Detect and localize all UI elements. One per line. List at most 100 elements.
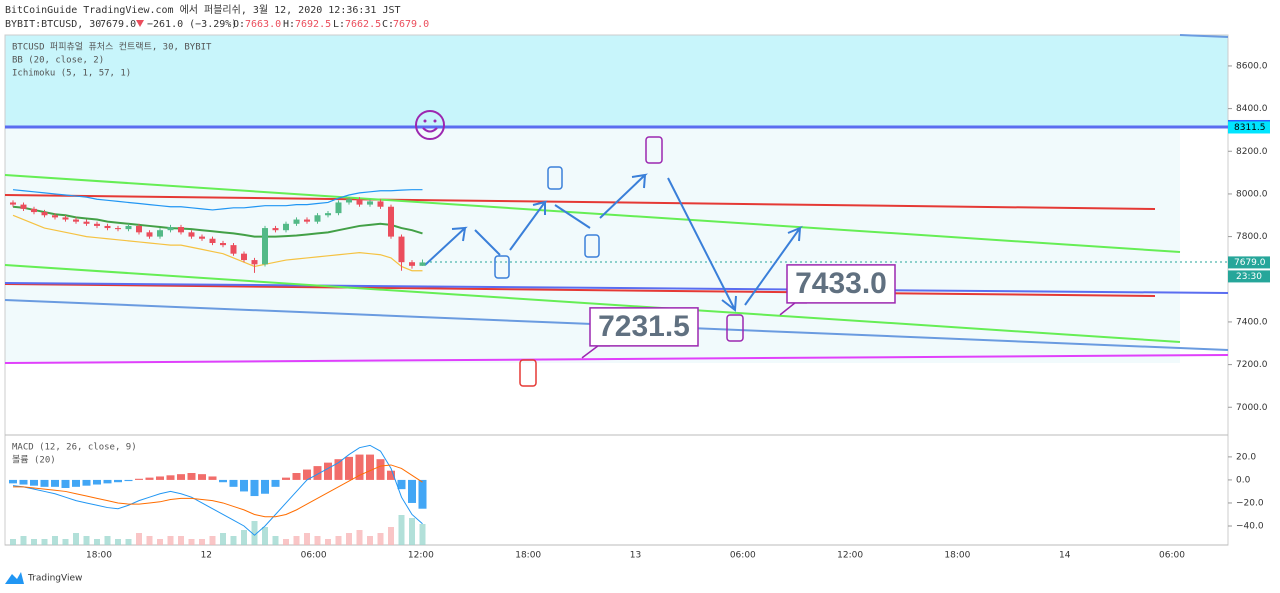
legend-entry: BB (20, close, 2) bbox=[12, 56, 104, 66]
histogram-bar bbox=[303, 469, 311, 480]
legend-entry: MACD (12, 26, close, 9) bbox=[12, 443, 137, 453]
annotation-box bbox=[786, 264, 896, 304]
line bbox=[12, 205, 423, 238]
volume-bar bbox=[20, 536, 27, 545]
volume-bar bbox=[220, 533, 226, 545]
volume-bar bbox=[388, 527, 394, 545]
candle-body bbox=[10, 202, 16, 205]
candle-body bbox=[283, 223, 289, 231]
symbol-row: BYBIT:BTCUSD, 30 7679.0 −261.0 (−3.29%) … bbox=[5, 19, 429, 30]
candle-body bbox=[94, 223, 100, 226]
histogram-bar bbox=[19, 479, 28, 485]
volume-bar bbox=[178, 536, 184, 545]
y-tick-label: 20.0 bbox=[1236, 452, 1256, 462]
histogram-bar bbox=[324, 462, 332, 480]
hand bbox=[547, 166, 563, 190]
y-tick-label: 7800.0 bbox=[1236, 232, 1268, 242]
volume-bar bbox=[10, 539, 16, 545]
smiley-eye bbox=[433, 119, 437, 123]
smiley-mouth bbox=[422, 127, 438, 133]
zone-top bbox=[5, 35, 1228, 127]
volume-bar bbox=[346, 533, 352, 545]
candle-body bbox=[199, 236, 205, 239]
hands bbox=[494, 136, 744, 387]
histogram-bar bbox=[219, 479, 227, 483]
o-label: O: bbox=[233, 19, 245, 30]
candle-body bbox=[272, 228, 279, 231]
volume-bar bbox=[293, 536, 300, 545]
histogram-bar bbox=[418, 479, 427, 509]
candle-body bbox=[146, 232, 153, 237]
hand bbox=[584, 234, 600, 258]
volume-bar bbox=[230, 536, 237, 545]
logo bbox=[5, 572, 24, 584]
trend-line bbox=[1179, 34, 1229, 38]
volume-bar bbox=[62, 539, 69, 545]
candle-body bbox=[157, 230, 163, 237]
h: 7692.5 bbox=[295, 19, 331, 30]
volume-bar bbox=[52, 536, 58, 545]
candle-body bbox=[31, 208, 37, 213]
hand bbox=[645, 136, 663, 164]
y-tick-label: −40.0 bbox=[1236, 521, 1264, 531]
histogram-bar bbox=[30, 479, 38, 486]
histogram-bar bbox=[313, 466, 322, 480]
histogram-bar bbox=[376, 459, 385, 480]
histogram-bar bbox=[355, 454, 364, 480]
candle-body bbox=[230, 245, 237, 254]
volume-bar bbox=[398, 515, 405, 545]
publisher: BitCoinGuide TradingView.com 에서 퍼블리쉬, 3월… bbox=[5, 4, 401, 16]
histogram-bar bbox=[261, 479, 269, 494]
y-tick-label: 8200.0 bbox=[1236, 147, 1268, 157]
x-tick-label: 12 bbox=[201, 551, 212, 561]
candle-body bbox=[409, 262, 415, 266]
candle-body bbox=[398, 236, 405, 263]
histogram-bar bbox=[408, 479, 416, 503]
volume-bar bbox=[367, 536, 373, 545]
volume-bar bbox=[283, 539, 289, 545]
histogram-bar bbox=[51, 479, 59, 487]
candle-body bbox=[136, 225, 142, 233]
histogram-bar bbox=[397, 479, 406, 490]
histogram-bar bbox=[9, 479, 17, 484]
volume-bar bbox=[104, 536, 111, 545]
candle-body bbox=[241, 253, 247, 261]
x-tick-label: 13 bbox=[630, 551, 641, 561]
volume-bar bbox=[356, 530, 363, 545]
histogram-bar bbox=[208, 476, 217, 480]
y-tick-label: 7000.0 bbox=[1236, 403, 1268, 413]
brand: TradingView bbox=[5, 572, 82, 584]
candle-body bbox=[167, 227, 174, 231]
y-tick-label: 7400.0 bbox=[1236, 317, 1268, 327]
candle-body bbox=[356, 199, 363, 205]
x-tick-label: 12:00 bbox=[837, 551, 863, 561]
legend-entry: 볼륨 (20) bbox=[12, 455, 56, 466]
candle-body bbox=[419, 262, 426, 266]
volume-bar bbox=[115, 539, 121, 545]
candle-body bbox=[83, 221, 90, 224]
c-label: C: bbox=[382, 19, 394, 30]
volume-bar bbox=[419, 524, 426, 545]
trend-line bbox=[4, 354, 1229, 364]
candle-body bbox=[178, 227, 184, 233]
histogram-bar bbox=[387, 470, 395, 480]
drawings bbox=[4, 34, 1229, 387]
candle-body bbox=[115, 228, 121, 230]
candle-body bbox=[20, 204, 27, 209]
trend-line bbox=[4, 282, 1229, 294]
histogram-bar bbox=[240, 479, 248, 492]
down-icon bbox=[136, 20, 144, 27]
histogram-bar bbox=[145, 477, 154, 480]
histogram-bar bbox=[166, 475, 175, 480]
symbol: BYBIT:BTCUSD, 30 bbox=[5, 19, 101, 30]
smiley bbox=[415, 110, 445, 140]
volume-bar bbox=[209, 536, 216, 545]
price-marker bbox=[1228, 121, 1270, 134]
volume-bar bbox=[146, 536, 153, 545]
candle-body bbox=[262, 228, 268, 265]
volume-bar bbox=[167, 536, 174, 545]
candle-body bbox=[62, 217, 69, 220]
candle-body bbox=[104, 225, 111, 229]
price-marker bbox=[1228, 256, 1270, 269]
